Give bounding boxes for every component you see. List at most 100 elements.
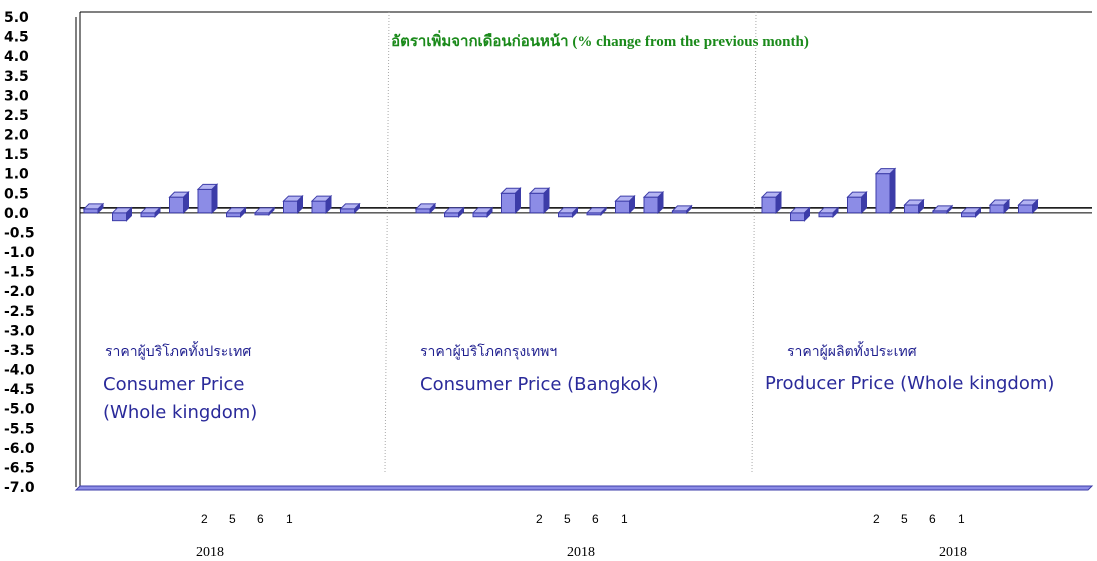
bar-front (961, 212, 976, 218)
bar-side (804, 206, 810, 222)
bar (846, 190, 868, 215)
bar-side (240, 206, 246, 218)
y-tick-label: -1.5 (4, 265, 35, 281)
y-tick-label: -2.5 (4, 304, 35, 320)
bar-side (775, 190, 782, 215)
bar-front (643, 196, 659, 214)
bar (443, 206, 465, 218)
bar (111, 206, 133, 222)
bar (760, 190, 783, 215)
x-tick-label: 1 (958, 512, 965, 526)
bar-front (283, 200, 298, 214)
thai-group-label: ราคาผู้บริโภคทั้งประเทศ (105, 341, 251, 360)
bar-front (904, 204, 919, 214)
chart-floor (74, 485, 1094, 491)
y-tick-label: -3.0 (4, 323, 35, 339)
bar-front (472, 212, 488, 218)
y-tick-label: -4.5 (4, 382, 35, 398)
y-tick-label: 5.0 (4, 10, 29, 26)
y-axis-tick-labels: 5.0 4.5 4.0 3.5 3.0 2.5 2.0 1.5 1.0 0.5 0.0 -0.5 -1.… (4, 10, 35, 496)
bar (988, 198, 1011, 215)
bar-side (1032, 198, 1038, 215)
bar-side (486, 206, 493, 218)
y-tick-label: 4.0 (4, 49, 29, 65)
bar-side (832, 206, 839, 218)
bar (500, 187, 522, 215)
bar-side (657, 190, 664, 215)
bar-front (444, 212, 459, 218)
bar-side (354, 202, 360, 215)
bar-front (847, 196, 862, 214)
y-tick-label: -5.5 (4, 421, 35, 437)
bar-front (311, 200, 327, 214)
english-group-label: Consumer Price (Bangkok) (420, 374, 659, 395)
bar-front (558, 212, 573, 218)
year-label: 2018 (196, 545, 224, 560)
bar-side (600, 206, 607, 217)
y-tick-label: 0.5 (4, 186, 29, 202)
y-tick-label: -4.0 (4, 363, 35, 379)
bar (789, 206, 811, 222)
x-tick-label: 2 (536, 512, 543, 526)
panel-separator (751, 11, 757, 473)
bar-side (572, 206, 578, 218)
bar (671, 204, 693, 215)
bar (960, 206, 982, 218)
bar-side (1003, 198, 1010, 215)
bar-front (226, 212, 241, 218)
bar (310, 194, 333, 215)
bar-front (140, 212, 156, 218)
bar (585, 206, 608, 217)
bar-front (112, 212, 127, 222)
bar-side (946, 204, 953, 215)
bar-side (629, 194, 635, 215)
bar-front (169, 196, 184, 214)
y-tick-label: -2.0 (4, 284, 35, 300)
bar-front (340, 208, 355, 214)
bar (168, 190, 190, 215)
y-tick-label: -5.0 (4, 402, 35, 418)
bar (817, 206, 840, 218)
bar (225, 206, 247, 218)
bar-front (989, 204, 1005, 214)
y-tick-label: -0.5 (4, 225, 35, 241)
y-tick-label: -7.0 (4, 480, 35, 496)
x-tick-label: 2 (201, 512, 208, 526)
bar-front (818, 212, 834, 218)
bar-side (154, 206, 161, 218)
group-labels: ราคาผู้บริโภคทั้งประเทศ Consumer Price (W… (103, 341, 1054, 560)
y-tick-label: -6.0 (4, 441, 35, 457)
x-tick-label: 5 (229, 512, 236, 526)
bar-side (889, 167, 896, 215)
year-label: 2018 (939, 545, 967, 560)
bar-side (458, 206, 464, 218)
bar-front (761, 196, 777, 214)
y-tick-label: 2.5 (4, 108, 29, 124)
y-tick-label: -3.5 (4, 343, 35, 359)
bars (82, 167, 1039, 222)
x-tick-label: 6 (257, 512, 264, 526)
bar-side (183, 190, 189, 215)
bar-side (297, 194, 303, 215)
thai-group-label: ราคาผู้บริโภคกรุงเทพฯ (420, 343, 557, 360)
bar-side (126, 206, 132, 222)
x-tick-label: 6 (592, 512, 599, 526)
plot-area (74, 11, 1094, 491)
y-tick-label: 2.0 (4, 128, 29, 144)
bar-front (1018, 204, 1033, 214)
bar-side (975, 206, 981, 218)
bar-front (415, 208, 431, 214)
y-tick-label: -6.5 (4, 460, 35, 476)
bar-front (83, 208, 99, 214)
bar (471, 206, 494, 218)
bar (903, 198, 925, 215)
bar-side (211, 183, 218, 215)
bar (253, 206, 276, 217)
bar-front (615, 200, 630, 214)
x-tick-label: 5 (901, 512, 908, 526)
y-tick-label: 0.0 (4, 206, 29, 222)
bar-front (790, 212, 805, 222)
bar-side (268, 206, 275, 217)
bar-front (875, 173, 891, 214)
